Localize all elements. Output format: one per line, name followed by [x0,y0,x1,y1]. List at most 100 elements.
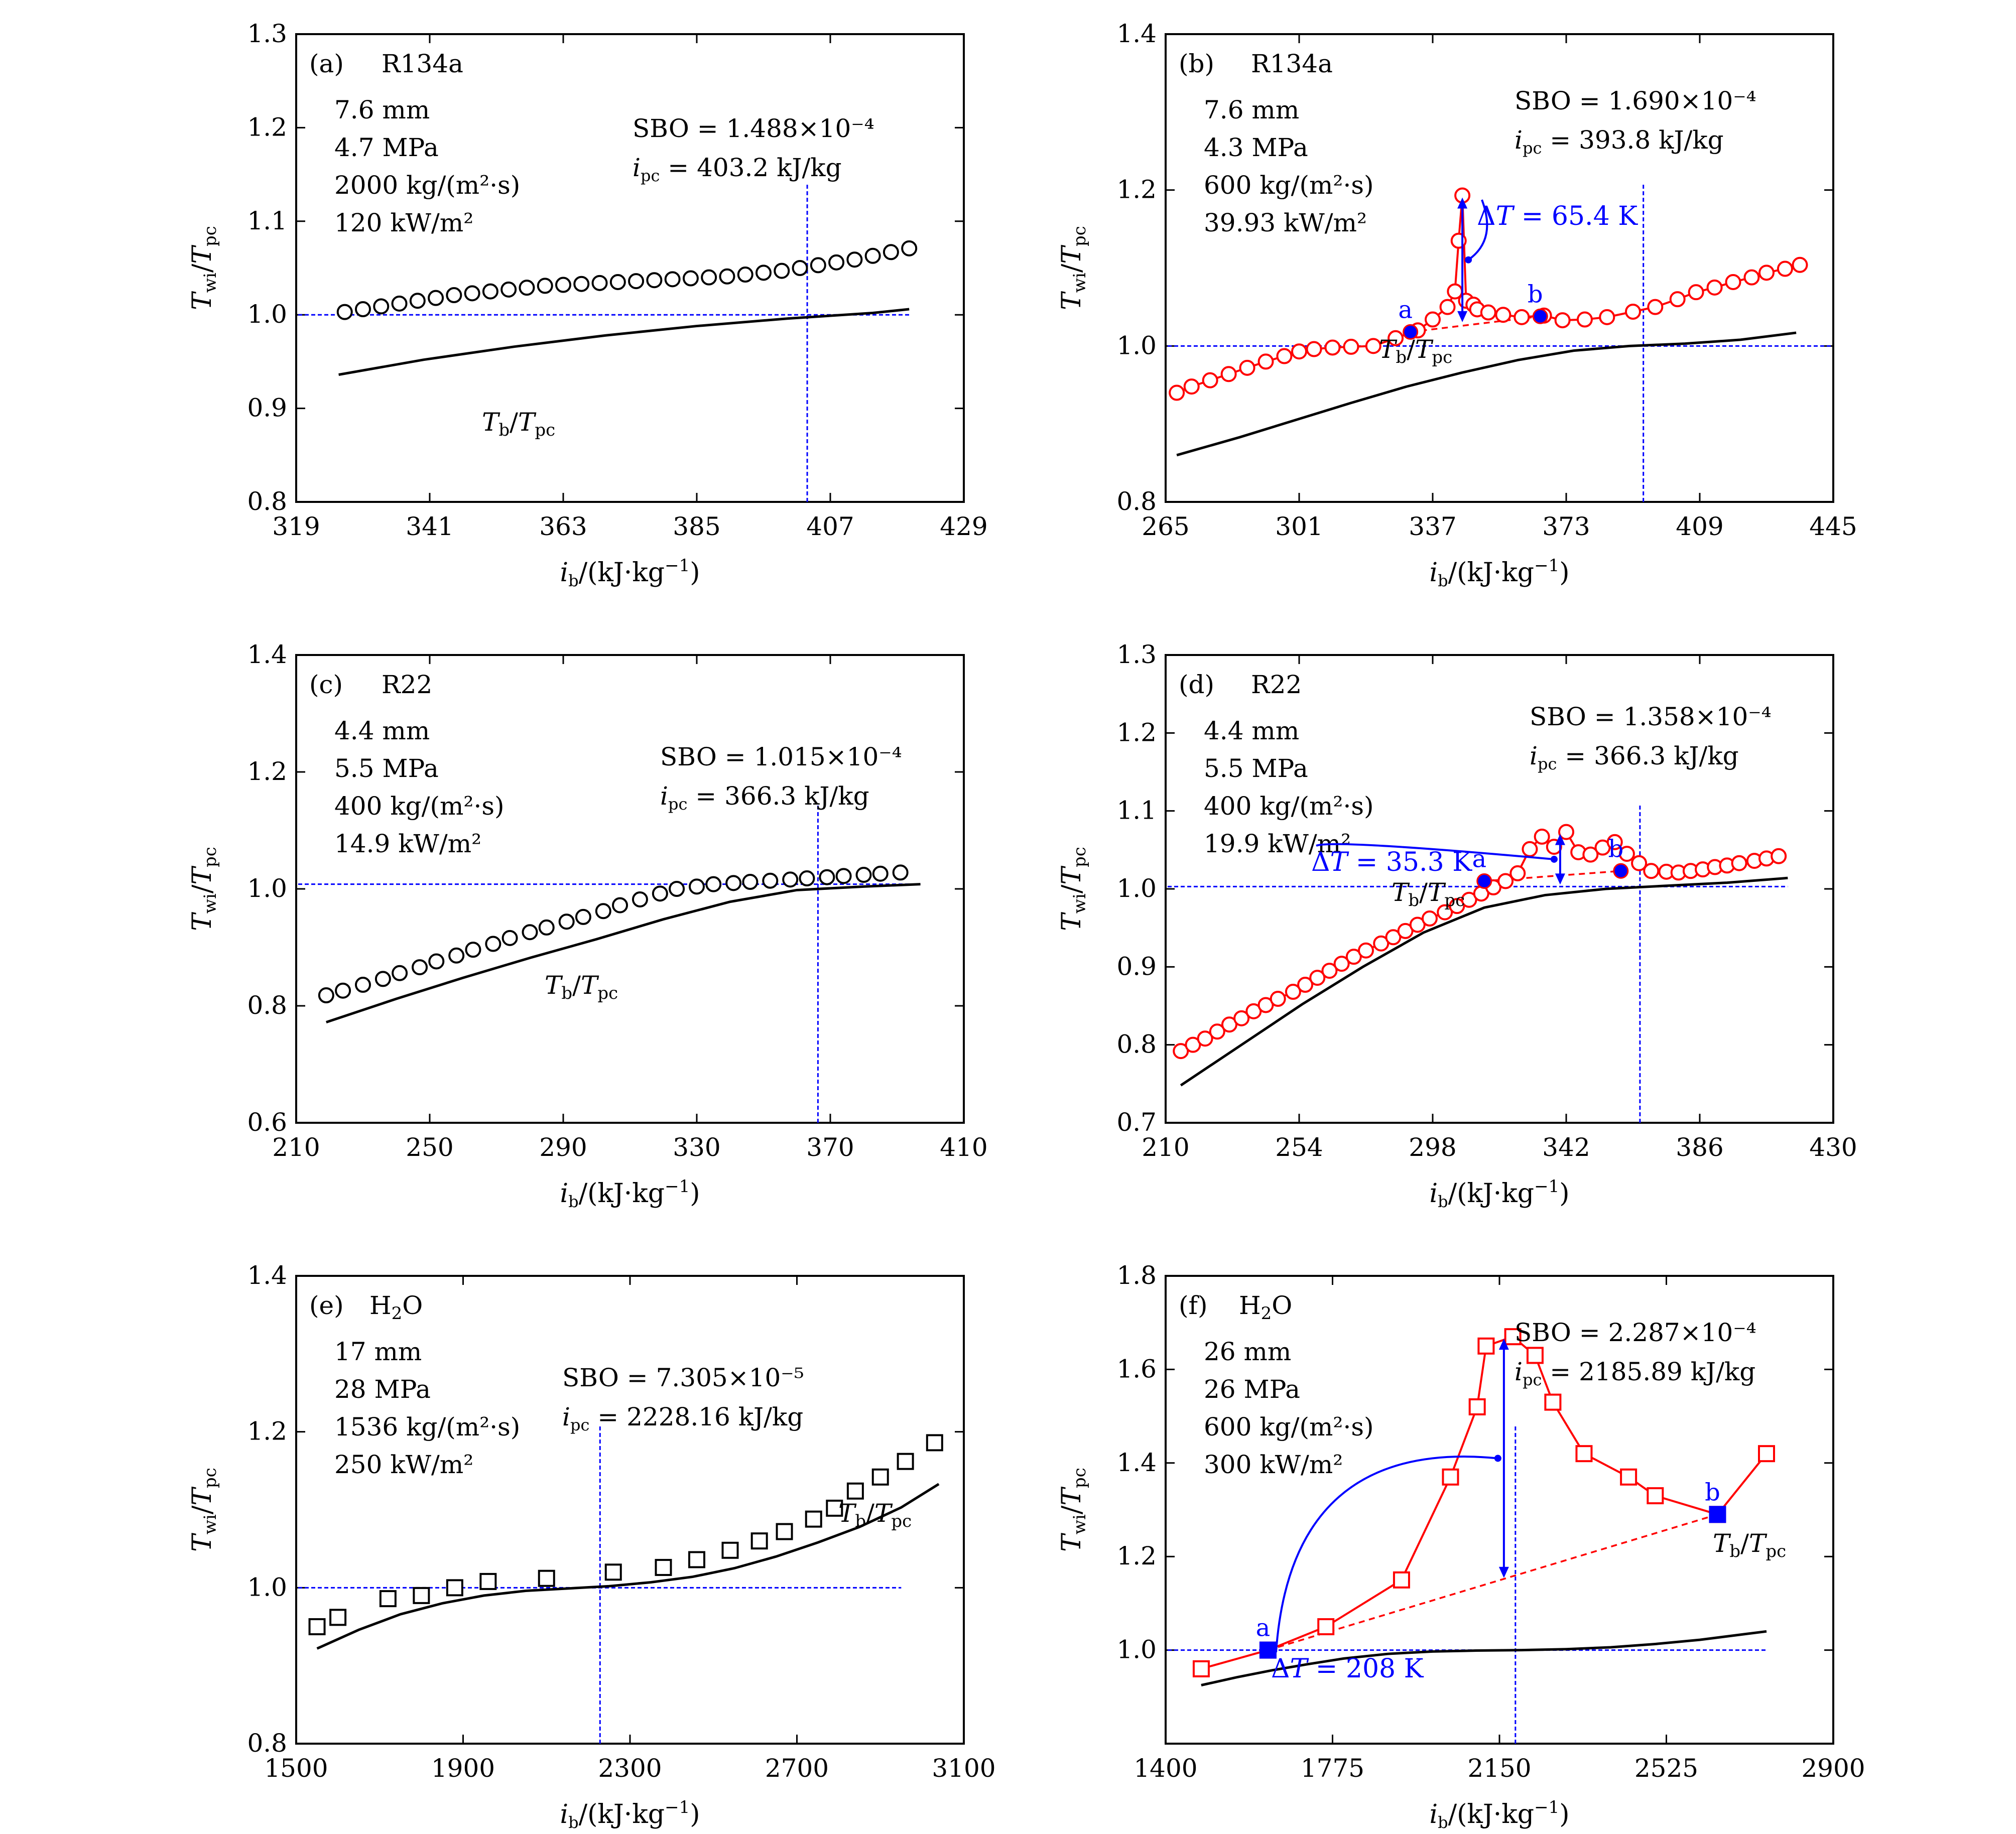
data-point [1450,232,1467,249]
data-point [826,1499,843,1517]
data-point [1449,898,1465,914]
data-point [901,240,918,256]
data-point [1409,916,1426,933]
data-point [1173,1043,1189,1060]
chart-panel-6: 1400 1775 2150 2525 2900 1.0 1.2 1.4 1.6 1.8 ib/(k… [1057,1261,1865,1832]
y-tick-label: 0.9 [1116,952,1157,981]
tb-curve-label: Tb/Tpc [838,1499,912,1531]
data-point [1647,299,1664,315]
ipc-label: ipc = 2185.89 kJ/kg [1515,1357,1755,1389]
parameter-line: 1536 kg/(m²·s) [334,1412,520,1442]
parameter-line: 600 kg/(m²·s) [1204,171,1374,200]
parameter-line: 4.4 mm [334,716,430,745]
y-tick-label: 1.2 [247,757,287,786]
data-point [1643,863,1660,879]
x-tick-label: 1775 [1301,1754,1364,1783]
data-point [725,875,742,891]
data-point [591,275,608,291]
parameter-line: 300 kW/m² [1204,1450,1343,1479]
data-point [701,269,717,286]
x-tick-label: 370 [806,1133,854,1162]
x-tick-label: 210 [272,1133,320,1162]
data-point [1276,348,1293,364]
x-tick-label: 409 [1676,512,1723,541]
data-point [1771,848,1787,864]
x-tick-label: 301 [1275,512,1323,541]
x-tick-label: 2525 [1634,1754,1698,1783]
x-tick-label: 342 [1542,1133,1590,1162]
delta-pointer-head [1465,256,1472,264]
delta-arrow-head-down [1457,311,1468,322]
data-point [664,271,681,288]
data-point [1185,1036,1201,1053]
y-tick-label: 1.0 [247,1573,287,1602]
y-tick-label: 0.8 [1116,1030,1157,1059]
y-tick-label: 1.2 [1116,718,1157,747]
data-point [835,868,852,884]
x-axis-label: ib/(kJ·kg−1) [560,1797,700,1832]
plot-frame [295,33,965,503]
y-axis-label-text: Twi/Tpc [187,1468,220,1552]
data-point [721,1541,739,1559]
data-point [1792,256,1808,273]
sbo-label: SBO = 1.015×10⁻⁴ [660,742,902,771]
tb-curve [326,883,921,1023]
data-point [1270,991,1286,1007]
data-point [782,871,799,888]
data-point [479,1573,497,1590]
data-point [846,1482,864,1500]
data-point [329,1609,347,1626]
y-tick-label: 1.4 [247,1261,287,1290]
data-point [1220,366,1237,382]
chart-panel-2: 265 301 337 373 409 445 0.8 1.0 1.2 1.4 ib/(kJ·kg−… [1057,19,1857,590]
chart-panel-4: 210 254 298 342 386 430 0.7 0.8 0.9 1.0 1.1 1.2 1.3 i… [1057,640,1857,1211]
data-point [1669,291,1686,308]
point-label-a: a [1472,845,1486,873]
y-tick-label: 1.4 [1116,19,1157,48]
data-point [1425,311,1441,328]
data-point [1306,341,1322,357]
delta-arrow-head-down [1555,873,1565,885]
x-tick-label: 2300 [598,1754,662,1783]
point-label-b: b [1608,835,1623,863]
data-point [1554,312,1571,329]
data-point [555,277,571,293]
x-axis-label: ib/(kJ·kg−1) [1429,1797,1569,1832]
data-point [669,881,685,897]
fluid-name: H2O [1239,1291,1292,1324]
data-point [1575,1445,1593,1463]
data-point [1576,311,1593,328]
data-point [1647,1487,1664,1505]
data-point [1522,841,1538,857]
data-point [828,254,845,271]
y-tick-label: 1.2 [247,112,287,142]
data-point [1534,828,1550,845]
y-axis-label-text: Twi/Tpc [187,847,220,931]
ipc-label: ipc = 403.2 kJ/kg [633,153,842,185]
sbo-label: SBO = 2.287×10⁻⁴ [1515,1318,1756,1347]
sbo-label: SBO = 7.305×10⁻⁵ [562,1363,804,1392]
data-point [774,263,790,279]
data-point [379,1590,397,1608]
data-point [1365,338,1381,354]
data-point [1437,904,1453,921]
data-point [737,267,753,283]
data-point [1285,984,1301,1000]
data-point [428,953,445,970]
tb-curve [1176,331,1797,457]
data-point [1421,910,1438,927]
data-point [632,891,648,907]
ipc-label: ipc = 2228.16 kJ/kg [562,1402,803,1434]
data-point [1291,343,1307,360]
data-point [646,272,663,289]
data-point [1358,942,1374,959]
data-point [1495,307,1511,323]
data-point [1245,1003,1262,1019]
data-point [409,293,426,309]
point-b [1613,863,1629,879]
y-tick-label: 1.0 [1116,331,1157,360]
parameter-line: 400 kg/(m²·s) [1204,792,1374,821]
data-point [883,244,899,260]
data-point [742,874,759,890]
